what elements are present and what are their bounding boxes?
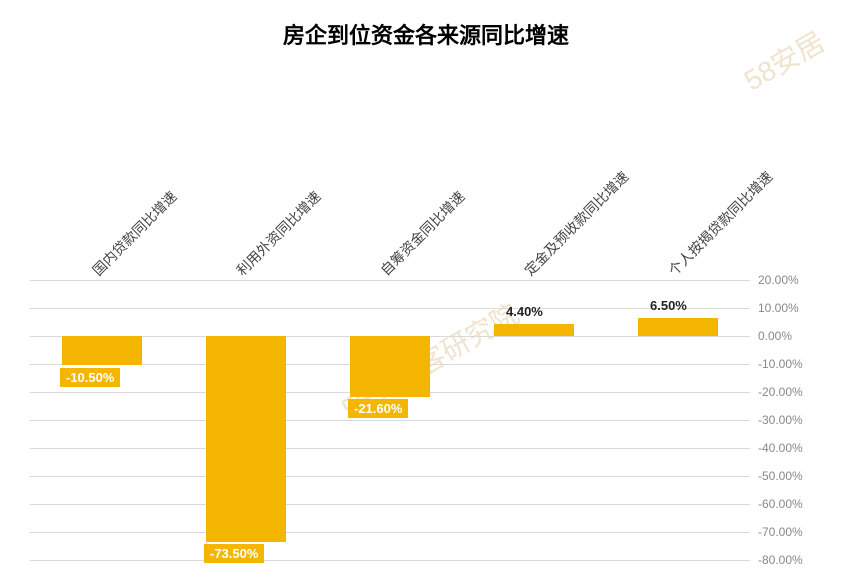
value-label-1: -73.50% (204, 544, 264, 563)
value-label-4: 6.50% (644, 296, 693, 315)
gridline--80 (30, 560, 750, 561)
gridline--60 (30, 504, 750, 505)
ytick--50: -50.00% (758, 469, 803, 483)
ytick-20: 20.00% (758, 273, 799, 287)
gridline--70 (30, 532, 750, 533)
chart-title: 房企到位资金各来源同比增速 (0, 18, 852, 50)
ytick--70: -70.00% (758, 525, 803, 539)
ytick--30: -30.00% (758, 413, 803, 427)
ytick-0: 0.00% (758, 329, 792, 343)
value-label-0: -10.50% (60, 368, 120, 387)
chart-container: 房企到位资金各来源同比增速 58安居 58安居客研究院 国内贷款同比增速 利用外… (0, 0, 852, 583)
category-label-3: 定金及预收款同比增速 (520, 167, 633, 280)
plot-area: 国内贷款同比增速 利用外资同比增速 自筹资金同比增速 定金及预收款同比增速 个人… (30, 90, 750, 560)
bar-0 (62, 336, 142, 365)
category-label-2: 自筹资金同比增速 (376, 187, 469, 280)
ytick--40: -40.00% (758, 441, 803, 455)
ytick--20: -20.00% (758, 385, 803, 399)
value-label-3: 4.40% (500, 302, 549, 321)
gridline-10 (30, 308, 750, 309)
bar-1 (206, 336, 286, 542)
bar-2 (350, 336, 430, 397)
gridline--50 (30, 476, 750, 477)
category-label-4: 个人按揭贷款同比增速 (664, 167, 777, 280)
bar-3 (494, 324, 574, 336)
category-label-1: 利用外资同比增速 (232, 187, 325, 280)
gridline--40 (30, 448, 750, 449)
ytick--80: -80.00% (758, 553, 803, 567)
bar-4 (638, 318, 718, 336)
axis-region: 20.00% 10.00% 0.00% -10.00% -20.00% -30.… (30, 280, 750, 560)
ytick--60: -60.00% (758, 497, 803, 511)
gridline--30 (30, 420, 750, 421)
category-label-0: 国内贷款同比增速 (88, 187, 181, 280)
value-label-2: -21.60% (348, 399, 408, 418)
gridline-20 (30, 280, 750, 281)
ytick--10: -10.00% (758, 357, 803, 371)
ytick-10: 10.00% (758, 301, 799, 315)
